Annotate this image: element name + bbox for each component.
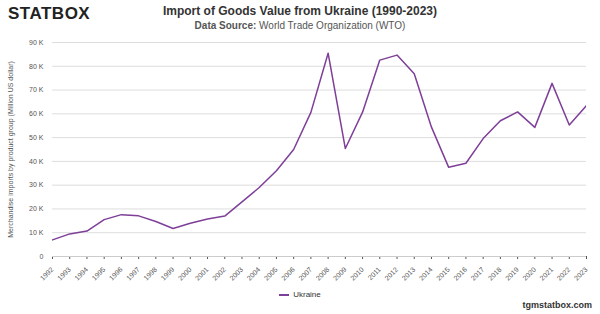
svg-text:2020: 2020	[521, 266, 537, 282]
svg-text:2011: 2011	[366, 266, 382, 282]
svg-text:90 K: 90 K	[29, 39, 44, 46]
svg-text:2000: 2000	[177, 266, 193, 282]
svg-text:10 K: 10 K	[29, 229, 44, 236]
svg-text:40 K: 40 K	[29, 158, 44, 165]
svg-text:2022: 2022	[556, 266, 572, 282]
svg-text:2002: 2002	[211, 266, 227, 282]
html-text:Import of Goods Value from Ukr: Import of Goods Value from Ukraine (1990…	[163, 4, 437, 18]
svg-text:20 K: 20 K	[29, 205, 44, 212]
svg-text:70 K: 70 K	[29, 86, 44, 93]
svg-text:1999: 1999	[159, 266, 175, 282]
svg-text:1994: 1994	[73, 266, 89, 282]
svg-text:2019: 2019	[504, 266, 520, 282]
svg-text:2007: 2007	[297, 266, 313, 282]
svg-text:2003: 2003	[228, 266, 244, 282]
svg-text:2017: 2017	[469, 266, 485, 282]
svg-text:2023: 2023	[573, 266, 589, 282]
svg-text:2004: 2004	[246, 266, 262, 282]
svg-text:2021: 2021	[538, 266, 554, 282]
html-text:Ukraine: Ukraine	[293, 290, 321, 299]
svg-text:80 K: 80 K	[29, 63, 44, 70]
svg-text:2018: 2018	[487, 266, 503, 282]
html-text:STATBOX: STATBOX	[8, 4, 91, 23]
svg-text:2006: 2006	[280, 266, 296, 282]
svg-text:1996: 1996	[108, 266, 124, 282]
svg-text:2009: 2009	[332, 266, 348, 282]
svg-text:Merchandise imports by product: Merchandise imports by product group (Mi…	[7, 61, 15, 238]
svg-text:2010: 2010	[349, 266, 365, 282]
svg-text:2012: 2012	[383, 266, 399, 282]
svg-text:2014: 2014	[418, 266, 434, 282]
svg-text:30 K: 30 K	[29, 181, 44, 188]
svg-text:1992: 1992	[39, 266, 55, 282]
html-text:tgmstatbox.com: tgmstatbox.com	[522, 300, 592, 310]
svg-text:2001: 2001	[194, 266, 210, 282]
svg-text:1995: 1995	[91, 266, 107, 282]
html-text:Data Source: World Trade Organ: Data Source: World Trade Organization (W…	[194, 20, 406, 31]
svg-text:2008: 2008	[314, 266, 330, 282]
svg-text:2016: 2016	[452, 266, 468, 282]
svg-text:2005: 2005	[263, 266, 279, 282]
svg-text:1993: 1993	[56, 266, 72, 282]
svg-text:1997: 1997	[125, 266, 141, 282]
svg-text:2015: 2015	[435, 266, 451, 282]
svg-text:50 K: 50 K	[29, 134, 44, 141]
svg-text:2013: 2013	[401, 266, 417, 282]
svg-text:60 K: 60 K	[29, 110, 44, 117]
svg-text:0: 0	[40, 253, 44, 260]
svg-text:1998: 1998	[142, 266, 158, 282]
